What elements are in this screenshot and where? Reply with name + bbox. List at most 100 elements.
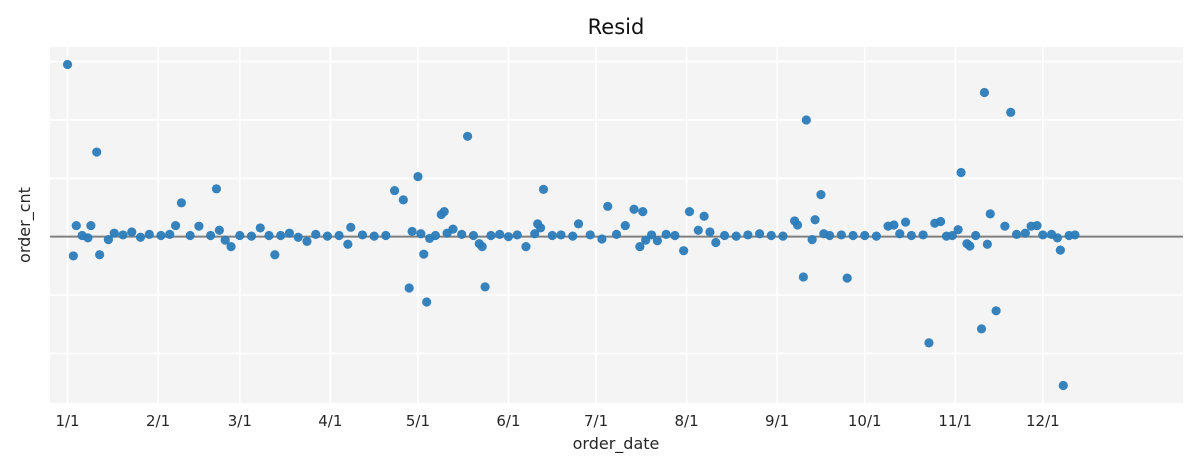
data-point <box>334 230 344 241</box>
data-point <box>842 273 852 283</box>
data-point <box>743 230 753 240</box>
data-point <box>322 231 333 241</box>
data-point <box>705 227 715 237</box>
data-point <box>568 231 578 241</box>
x-tick-label: 4/1 <box>318 412 342 430</box>
x-tick-labels: 1/1 2/1 3/1 4/1 5/1 6/1 7/1 8/1 9/1 10/1 11/1 12/1 <box>55 412 1059 430</box>
data-point <box>206 230 216 241</box>
x-tick-label: 12/1 <box>1026 412 1060 430</box>
data-point <box>906 230 917 241</box>
data-point <box>86 220 96 231</box>
data-point <box>693 225 703 235</box>
x-tick-label: 9/1 <box>765 412 789 430</box>
data-point <box>652 236 662 246</box>
data-point <box>109 228 119 238</box>
data-point <box>430 230 441 241</box>
data-point <box>778 231 788 241</box>
data-point <box>530 229 540 239</box>
x-tick-label: 11/1 <box>938 412 972 430</box>
data-point <box>965 241 975 251</box>
data-point <box>848 230 858 241</box>
data-point <box>556 230 566 240</box>
x-tick-label: 10/1 <box>848 412 882 430</box>
data-point <box>1070 230 1080 240</box>
data-point <box>439 206 449 217</box>
data-point <box>918 230 928 240</box>
data-point <box>971 230 981 241</box>
data-point <box>1052 233 1063 243</box>
data-point <box>620 220 630 231</box>
data-point <box>448 224 458 234</box>
data-point <box>521 241 531 252</box>
data-point <box>311 229 321 239</box>
data-point <box>816 190 826 200</box>
data-point <box>979 87 990 98</box>
data-point <box>538 184 549 194</box>
data-point <box>900 217 911 227</box>
data-point <box>235 230 245 241</box>
data-point <box>836 230 846 240</box>
data-point <box>92 147 102 157</box>
x-tick-label: 8/1 <box>675 412 699 430</box>
x-tick-label: 5/1 <box>406 412 430 430</box>
data-point <box>603 201 613 211</box>
x-tick-label: 2/1 <box>146 412 170 430</box>
data-point <box>276 230 286 241</box>
data-point <box>495 229 505 239</box>
data-point <box>165 229 175 239</box>
data-point <box>895 229 905 239</box>
plot-area <box>50 47 1183 403</box>
data-point <box>825 230 835 241</box>
data-point <box>1032 220 1042 231</box>
data-point <box>264 230 274 241</box>
data-point <box>985 209 995 219</box>
data-point <box>343 239 353 249</box>
data-point <box>404 283 414 293</box>
data-point <box>661 229 671 239</box>
data-point <box>731 231 741 241</box>
data-point <box>468 230 479 241</box>
data-point <box>83 233 93 243</box>
data-point <box>1000 221 1010 231</box>
data-point <box>389 185 400 196</box>
data-point <box>953 225 963 235</box>
data-point <box>486 230 496 241</box>
data-point <box>170 220 181 231</box>
data-point <box>480 282 490 292</box>
data-point <box>369 231 379 241</box>
data-point <box>457 229 467 239</box>
data-point <box>156 230 166 241</box>
data-point <box>936 216 946 227</box>
data-point <box>871 231 881 241</box>
data-point <box>719 230 730 241</box>
data-point <box>1055 245 1065 255</box>
data-point <box>1020 228 1030 238</box>
data-point <box>611 229 622 239</box>
data-point <box>1058 380 1068 391</box>
data-point <box>1038 230 1048 240</box>
data-point <box>462 131 473 141</box>
data-point <box>144 229 154 239</box>
data-point <box>194 221 204 231</box>
data-point <box>947 230 957 241</box>
data-point <box>255 223 265 233</box>
data-point <box>679 246 689 256</box>
y-axis-label: order_cnt <box>15 187 35 263</box>
data-point <box>398 195 408 205</box>
data-point <box>293 232 303 242</box>
data-points <box>62 59 1080 391</box>
x-axis-label: order_date <box>573 434 660 454</box>
data-point <box>381 230 391 241</box>
x-gridlines <box>66 47 1044 403</box>
data-point <box>413 171 423 182</box>
data-point <box>798 272 808 282</box>
data-point <box>629 204 639 214</box>
data-point <box>807 234 817 245</box>
x-tick-label: 1/1 <box>55 412 79 430</box>
data-point <box>127 227 137 237</box>
data-point <box>792 220 803 230</box>
data-point <box>270 250 280 260</box>
data-point <box>416 229 426 239</box>
data-point <box>573 219 584 229</box>
data-point <box>956 167 966 178</box>
